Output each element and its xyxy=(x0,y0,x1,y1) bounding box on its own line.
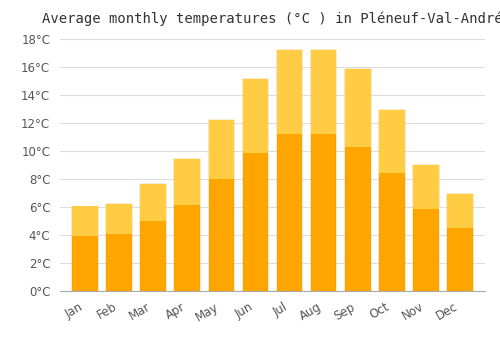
Bar xyxy=(277,50,302,290)
Bar xyxy=(448,194,473,228)
Bar xyxy=(140,184,166,221)
Bar xyxy=(379,110,404,173)
Bar xyxy=(414,164,439,209)
Bar xyxy=(345,69,370,147)
Bar xyxy=(72,206,98,236)
Bar xyxy=(140,184,166,290)
Title: Average monthly temperatures (°C ) in Pléneuf-Val-André: Average monthly temperatures (°C ) in Pl… xyxy=(42,12,500,26)
Bar xyxy=(345,69,370,290)
Bar xyxy=(448,194,473,290)
Bar xyxy=(311,50,336,134)
Bar xyxy=(242,79,268,153)
Bar xyxy=(311,50,336,290)
Bar xyxy=(72,206,98,290)
Bar xyxy=(208,120,234,180)
Bar xyxy=(106,204,132,290)
Bar xyxy=(174,159,200,290)
Bar xyxy=(242,79,268,290)
Bar xyxy=(174,159,200,205)
Bar xyxy=(106,204,132,234)
Bar xyxy=(208,120,234,290)
Bar xyxy=(277,50,302,134)
Bar xyxy=(414,164,439,290)
Bar xyxy=(379,110,404,290)
